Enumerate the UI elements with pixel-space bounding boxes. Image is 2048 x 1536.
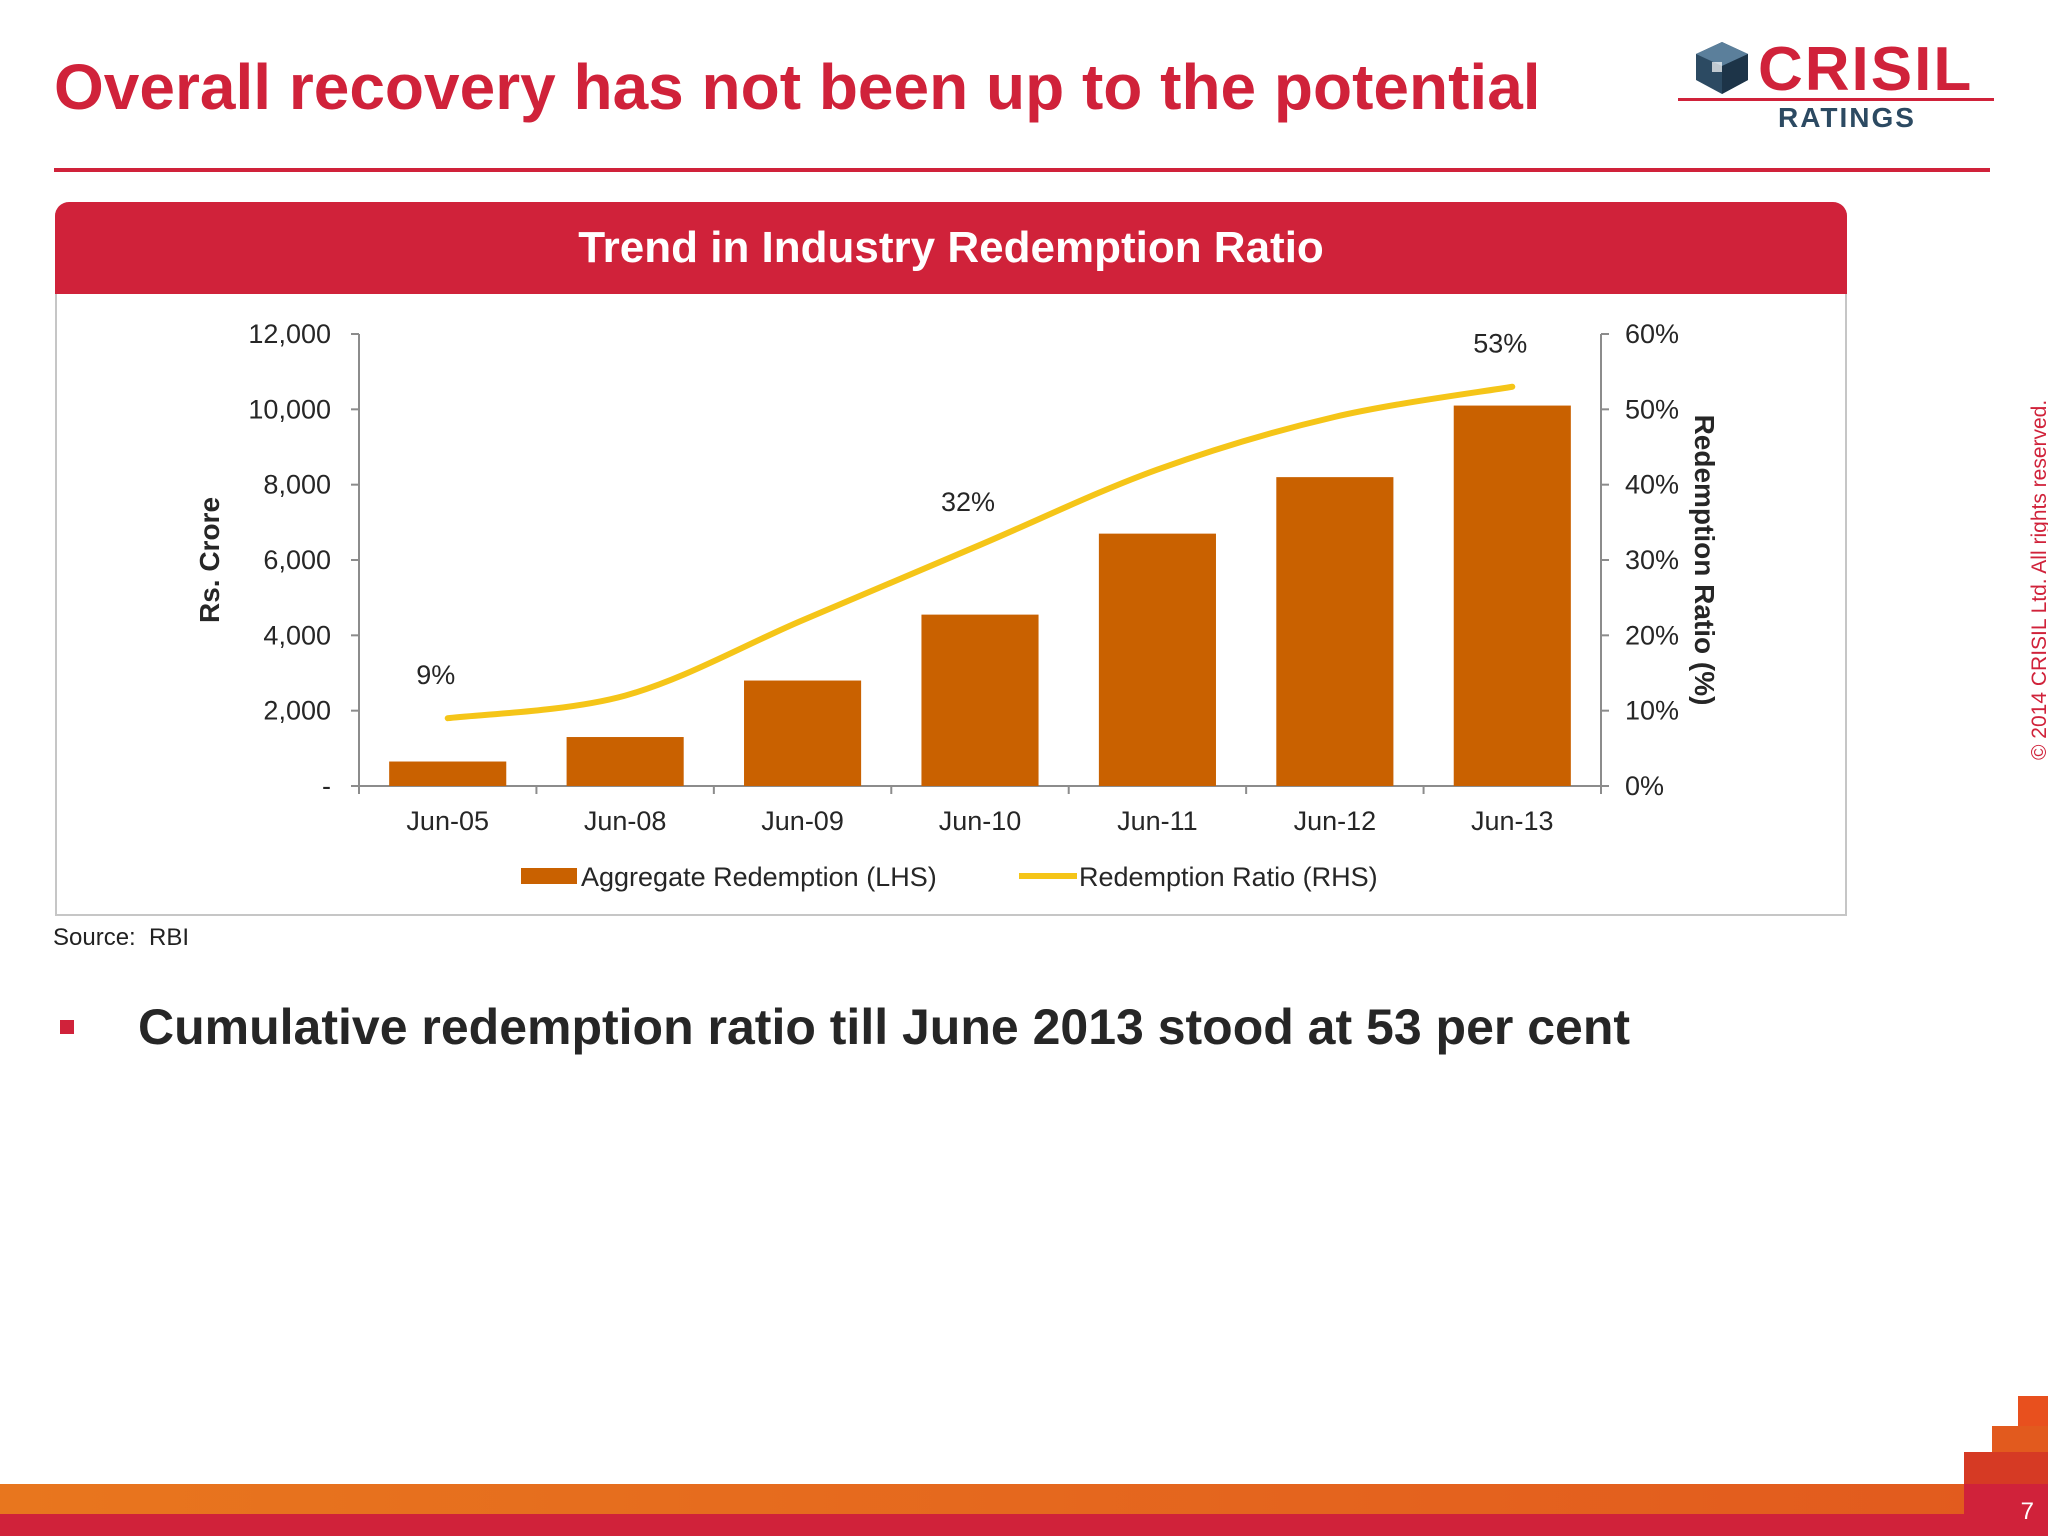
bar-jun-08 [566, 737, 684, 786]
slide-title: Overall recovery has not been up to the … [54, 51, 1541, 123]
x-tick-label: Jun-05 [406, 806, 489, 836]
legend-label-bar: Aggregate Redemption (LHS) [581, 862, 937, 892]
x-tick-label: Jun-12 [1294, 806, 1377, 836]
y-tick-label: - [322, 771, 331, 801]
bullet-square-icon [60, 1020, 74, 1034]
y-axis-title: Rs. Crore [194, 497, 225, 623]
redemption-ratio-line [444, 383, 1516, 722]
crisil-logo: CRISIL RATINGS [1678, 35, 1994, 136]
bullet-text: Cumulative redemption ratio till June 20… [138, 999, 1631, 1055]
data-label: 9% [416, 660, 455, 690]
y-tick-label: 2,000 [263, 696, 331, 726]
y2-tick-label: 50% [1625, 394, 1679, 424]
y-tick-label: 10,000 [248, 394, 331, 424]
y-tick-label: 12,000 [248, 319, 331, 349]
y2-tick-label: 60% [1625, 319, 1679, 349]
x-tick-label: Jun-13 [1471, 806, 1554, 836]
legend-swatch-bar [521, 868, 577, 884]
y2-axis-title: Redemption Ratio (%) [1689, 415, 1720, 706]
x-tick-label: Jun-09 [761, 806, 844, 836]
footer-steps-decoration [1964, 1396, 2048, 1536]
bar-jun-11 [1098, 533, 1216, 786]
bar-jun-09 [744, 680, 862, 786]
x-tick-label: Jun-10 [939, 806, 1022, 836]
y2-tick-label: 10% [1625, 696, 1679, 726]
title-divider [54, 168, 1990, 172]
logo-wordmark: CRISIL [1758, 35, 1974, 104]
logo-subtitle: RATINGS [1778, 102, 1916, 133]
y2-tick-label: 30% [1625, 545, 1679, 575]
source-note: Source: RBI [53, 924, 190, 951]
bar-jun-10 [921, 614, 1039, 786]
y-tick-label: 4,000 [263, 620, 331, 650]
legend-label-line: Redemption Ratio (RHS) [1079, 862, 1378, 892]
page-number: 7 [2020, 1498, 2034, 1525]
chart-canvas: - 2,000 4,000 6,000 8,000 10,000 12,000 0% 10% 20… [194, 319, 1720, 892]
bar-jun-13 [1453, 405, 1571, 786]
y2-tick-label: 20% [1625, 620, 1679, 650]
y2-tick-label: 0% [1625, 771, 1664, 801]
x-tick-label: Jun-08 [584, 806, 667, 836]
chart-title: Trend in Industry Redemption Ratio [55, 202, 1847, 294]
bar-jun-12 [1276, 477, 1394, 786]
logo-underline [1678, 98, 1994, 101]
chart-panel: Trend in Industry Redemption Ratio - 2,00… [55, 202, 1847, 916]
y2-tick-label: 40% [1625, 470, 1679, 500]
crisil-cube-icon [1696, 42, 1748, 94]
x-tick-label: Jun-11 [1117, 806, 1198, 836]
copyright-notice: © 2014 CRISIL Ltd. All rights reserved. [2028, 399, 2048, 760]
footer-band [0, 1484, 2048, 1536]
bar-jun-05 [389, 761, 507, 786]
y-tick-label: 6,000 [263, 545, 331, 575]
data-label: 53% [1473, 329, 1527, 359]
y-tick-label: 8,000 [263, 470, 331, 500]
bullet-item: Cumulative redemption ratio till June 20… [60, 998, 1630, 1056]
data-label: 32% [941, 487, 995, 517]
